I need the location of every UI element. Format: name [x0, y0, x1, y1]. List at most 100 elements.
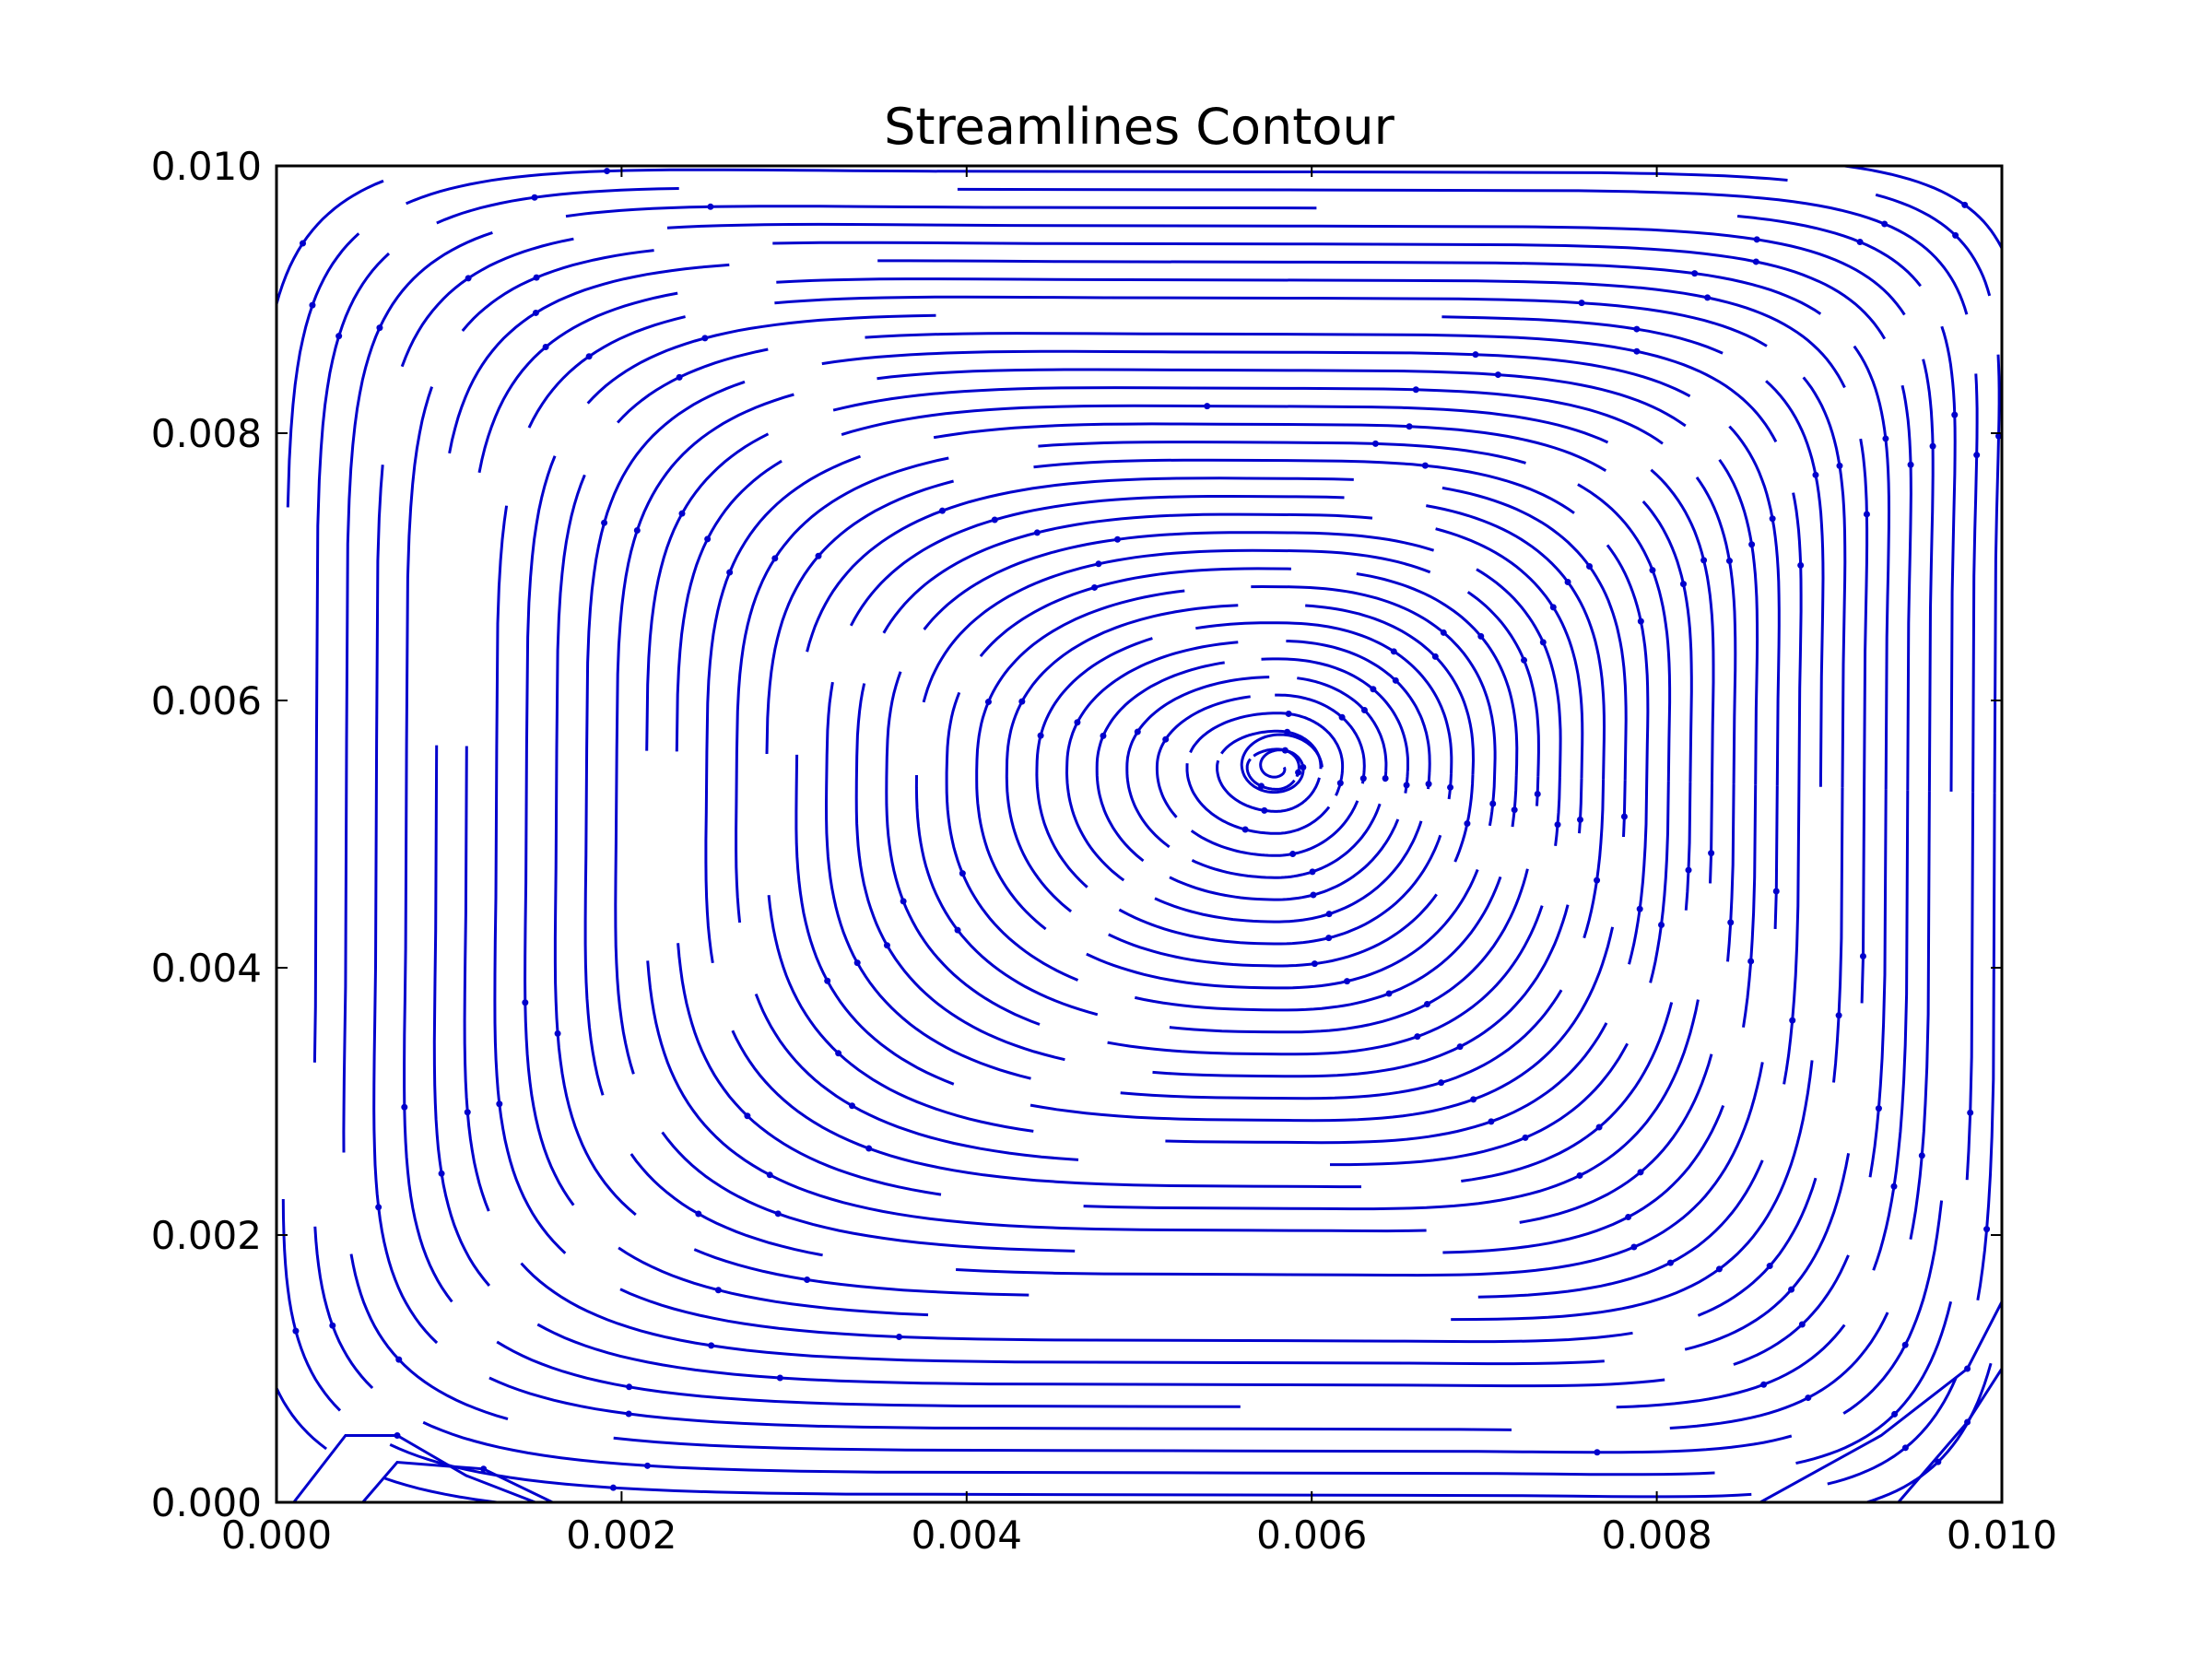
streamline [933, 422, 1607, 472]
streamline-arrow [1258, 782, 1265, 790]
streamline-arrow [1564, 578, 1571, 585]
streamline [614, 393, 794, 1075]
streamline-arrow [1704, 294, 1712, 301]
streamline-arrow [1875, 1105, 1882, 1112]
streamline [1733, 1254, 1850, 1366]
streamline [675, 459, 782, 752]
streamline-arrow [395, 1356, 403, 1363]
streamline-arrow [701, 335, 709, 342]
streamline [1107, 905, 1544, 1056]
streamline [2017, 358, 2021, 794]
streamline-arrow [766, 1171, 773, 1179]
streamline [1697, 1177, 1818, 1317]
streamline-arrow [1033, 529, 1041, 536]
streamline-arrow [1494, 371, 1501, 379]
streamline-arrow [531, 194, 538, 201]
streamline-arrow [1797, 561, 1805, 569]
streamline-arrow [849, 1102, 856, 1110]
streamline [1765, 380, 1825, 787]
streamline [1190, 800, 1359, 857]
streamline-arrow [532, 309, 539, 316]
streamline-arrow [1633, 347, 1641, 355]
streamline-arrow [774, 1210, 782, 1218]
streamline-arrow [1578, 300, 1585, 307]
streamline-arrow [1100, 732, 1107, 739]
streamline-arrow [1788, 1286, 1795, 1293]
streamline-arrow [464, 1109, 471, 1116]
streamline-arrow [1859, 952, 1866, 959]
streamline-arrow [1586, 562, 1594, 570]
streamline [1669, 1312, 1889, 1430]
streamline-arrow [1095, 560, 1102, 568]
streamline-arrow [824, 977, 831, 984]
streamline [666, 222, 1906, 316]
streamline-arrow [1881, 220, 1888, 228]
streamline-arrow [1477, 632, 1485, 640]
streamline-arrow [704, 535, 712, 543]
y-tick-label: 0.000 [151, 1480, 262, 1525]
streamline [1842, 1200, 1944, 1415]
streamline-arrow [1890, 1182, 1898, 1190]
streamline-arrow [625, 1410, 632, 1418]
streamline [1511, 775, 1518, 828]
streamline [1628, 780, 1649, 965]
streamline-arrow [1412, 386, 1419, 394]
streamline-arrow [1679, 581, 1687, 588]
streamline [1305, 604, 1476, 775]
streamline-arrow [1241, 826, 1249, 833]
streamline-arrow [1835, 1012, 1842, 1019]
streamline-arrow [1403, 782, 1410, 789]
streamline [1695, 477, 1737, 784]
streamline [527, 315, 686, 429]
streamline [849, 495, 1345, 627]
streamline-arrow [626, 1383, 633, 1391]
streamline [1033, 458, 1575, 514]
streamline-arrow [1812, 471, 1819, 478]
streamline-arrow [1964, 1365, 1971, 1372]
streamline-arrow [776, 1374, 783, 1382]
streamline-arrow [1691, 270, 1699, 277]
y-tick-label: 0.004 [151, 946, 262, 991]
streamline-arrow [815, 552, 822, 559]
streamline-arrow [1666, 1259, 1674, 1266]
streamline [1872, 790, 1910, 1271]
streamline [914, 774, 1099, 1017]
streamline [463, 746, 490, 1212]
streamline-arrow [1649, 567, 1656, 574]
streamline [1684, 782, 1692, 911]
streamline [1165, 1022, 1608, 1145]
streamline-arrow [533, 274, 540, 281]
streamline-arrow [309, 301, 316, 309]
streamline [1922, 359, 1935, 792]
streamline [400, 237, 574, 368]
streamline [488, 1376, 1512, 1431]
y-tick-label: 0.010 [151, 144, 262, 189]
streamline-arrow [1929, 442, 1936, 450]
streamline-arrow [1633, 325, 1641, 333]
streamline-arrow [465, 275, 472, 282]
streamline-arrow [1425, 781, 1432, 788]
streamline [1578, 778, 1583, 834]
streamline-arrow [1967, 1109, 1974, 1116]
streamline-arrow [1625, 1213, 1632, 1220]
streamline-arrow [1752, 258, 1759, 265]
streamline-arrow [1594, 877, 1601, 884]
streamline [1773, 785, 1779, 929]
streamline [1240, 733, 1324, 794]
streamline-arrow [1863, 511, 1870, 518]
streamline [1718, 458, 1759, 785]
streamline [1442, 1104, 1725, 1254]
streamline-arrow [959, 870, 966, 877]
streamline-arrow [938, 507, 946, 514]
streamline-arrow [1261, 806, 1268, 814]
streamline-arrow [896, 1333, 903, 1340]
streamline-arrow [1392, 677, 1399, 684]
streamline [1356, 572, 1519, 776]
streamline [449, 152, 900, 164]
streamline-arrow [1489, 800, 1497, 807]
streamline-arrow [726, 569, 734, 576]
streamline-arrow [900, 898, 907, 905]
streamline-arrow [1134, 728, 1141, 735]
streamline [1909, 791, 1931, 1240]
streamline [477, 291, 678, 474]
